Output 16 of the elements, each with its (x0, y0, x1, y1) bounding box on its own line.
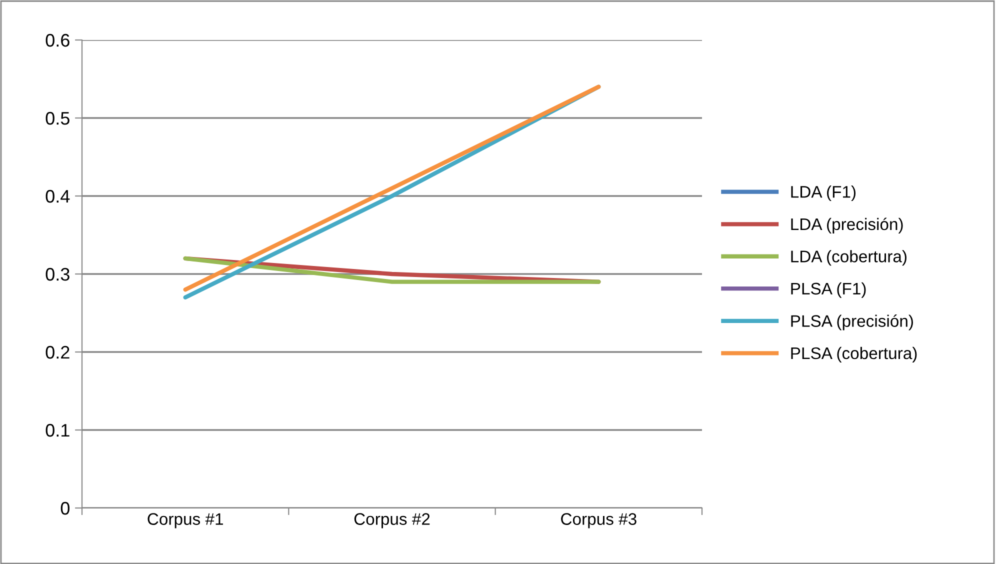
y-tick-label: 0.5 (46, 112, 70, 125)
y-tick-label: 0.2 (46, 346, 70, 359)
x-tick-label: Corpus #2 (354, 513, 430, 528)
y-tick-label: 0.3 (46, 268, 70, 281)
y-tick-label: 0 (60, 502, 70, 515)
y-tick-label: 0.4 (46, 190, 70, 203)
x-tick-label: Corpus #1 (148, 513, 223, 528)
legend-label: PLSA (cobertura) (791, 346, 917, 362)
legend-label: LDA (precisión) (791, 218, 903, 234)
legend-label: LDA (cobertura) (791, 250, 906, 266)
y-tick-label: 0.1 (46, 424, 70, 437)
x-tick-label: Corpus #3 (561, 513, 636, 528)
legend-label: PLSA (precisión) (791, 314, 913, 330)
legend-label: LDA (F1) (791, 186, 856, 202)
legend-label: PLSA (F1) (791, 282, 866, 298)
y-tick-label: 0.6 (46, 34, 70, 47)
